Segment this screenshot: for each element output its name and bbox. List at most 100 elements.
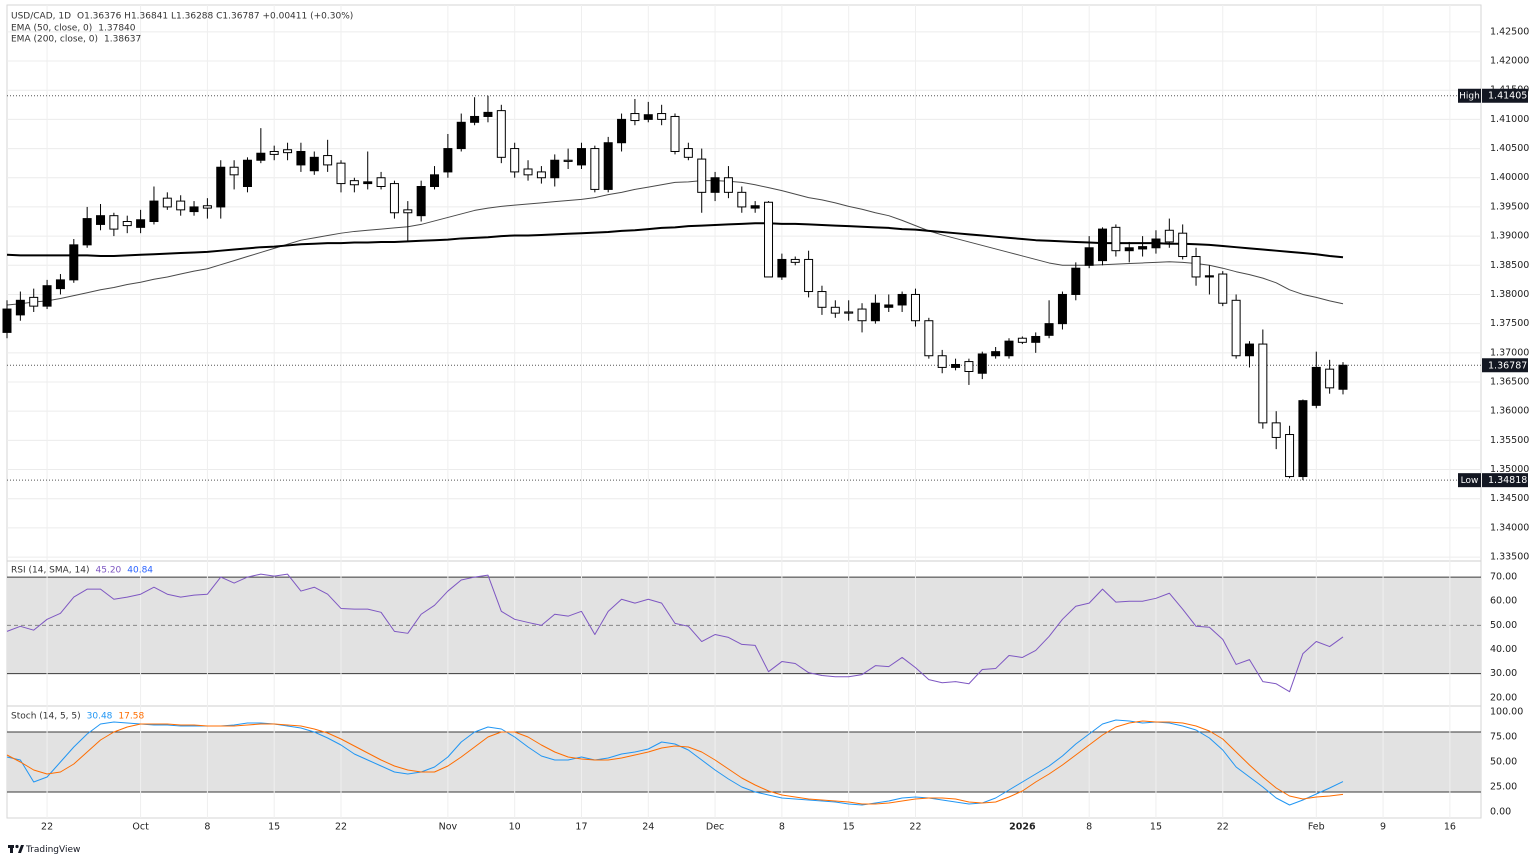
marker-label-box (1458, 88, 1481, 103)
x-tick-label: Dec (706, 822, 724, 833)
series-line (6, 720, 1344, 805)
grid-layer (7, 5, 1481, 818)
x-tick-label: 2026 (1009, 822, 1036, 833)
candle-body (82, 218, 92, 246)
y-tick-label: 25.00 (1490, 782, 1517, 793)
legend-text: Stoch (14, 5, 5) (11, 712, 81, 722)
candle-body (536, 171, 546, 179)
candle-body (176, 200, 186, 211)
candle-body (1044, 323, 1054, 336)
y-tick-label: 1.37000 (1490, 347, 1529, 358)
y-tick-label: 75.00 (1490, 732, 1517, 743)
price-badge-text: 1.36787 (1488, 360, 1527, 371)
y-tick-label: 1.38500 (1490, 260, 1529, 271)
x-tick-label: 15 (268, 822, 280, 833)
candle-body (269, 150, 279, 155)
candle-body (550, 159, 560, 179)
candle-body (683, 148, 693, 158)
candle-body (737, 191, 747, 208)
candle-body (630, 113, 640, 122)
candle-body (1298, 400, 1308, 478)
y-tick-label: 1.34500 (1490, 493, 1529, 504)
price-badge (1482, 358, 1528, 373)
overlay-layer: 1.33500 1.34000 1.34500 1.35000 1.35500 1.360… (11, 12, 1529, 833)
x-tick-label: 22 (335, 822, 347, 833)
y-tick-label: 100.00 (1490, 707, 1523, 718)
candle-body (443, 148, 453, 173)
candle-body (910, 293, 920, 322)
candle-body (750, 205, 760, 209)
legend-text: EMA (50, close, 0) (11, 24, 92, 34)
candle-body (844, 311, 854, 314)
price-badge-text: 1.34818 (1488, 475, 1527, 486)
y-tick-label: 60.00 (1490, 596, 1517, 607)
candle-body (817, 291, 827, 308)
y-tick-label: 1.37500 (1490, 318, 1529, 329)
price-badge (1482, 88, 1528, 103)
y-tick-label: 1.40000 (1490, 172, 1529, 183)
series-line (6, 573, 1344, 693)
candle-body (964, 361, 974, 372)
candle-body (617, 118, 627, 144)
y-tick-label: 1.34000 (1490, 522, 1529, 533)
candle-body (1111, 226, 1121, 252)
y-tick-label: 1.36500 (1490, 377, 1529, 388)
candle-body (256, 152, 266, 161)
legend-text: 17.58 (118, 712, 144, 722)
x-tick-label: 8 (779, 822, 785, 833)
candle-body (403, 209, 413, 214)
y-tick-label: 30.00 (1490, 668, 1517, 679)
series-line (6, 719, 1344, 806)
candle-body (710, 177, 720, 193)
y-tick-label: 1.35500 (1490, 435, 1529, 446)
y-tick-label: 1.42000 (1490, 56, 1529, 67)
candle-body (790, 258, 800, 263)
candle-body (937, 355, 947, 368)
candle-body (1164, 229, 1174, 243)
x-tick-label: 22 (909, 822, 921, 833)
legend-text: 1.37840 (98, 24, 135, 34)
candle-body (69, 244, 79, 281)
candle-body (496, 110, 506, 158)
candle-body (416, 185, 426, 217)
x-tick-label: 9 (1380, 822, 1386, 833)
candle-body (697, 158, 707, 193)
x-tick-label: Feb (1308, 822, 1325, 833)
y-tick-label: 0.00 (1490, 807, 1511, 818)
y-tick-label: 1.35000 (1490, 464, 1529, 475)
y-tick-label: 50.00 (1490, 757, 1517, 768)
legend-text: 45.20 (96, 566, 122, 576)
x-tick-label: 16 (1444, 822, 1456, 833)
candle-body (1004, 340, 1014, 357)
footer-brand: TradingView (25, 845, 80, 855)
candle-body (1098, 228, 1108, 262)
candle-body (242, 159, 252, 187)
candle-body (563, 159, 573, 162)
candle-body (1178, 232, 1188, 258)
candle-body (777, 258, 787, 278)
x-tick-label: 17 (575, 822, 587, 833)
candle-body (1244, 343, 1254, 357)
marker-label: Low (1461, 476, 1479, 486)
legend-text: 1.38637 (104, 35, 141, 45)
candle-body (1271, 422, 1281, 438)
candle-body (162, 197, 172, 208)
candle-body (336, 162, 346, 185)
candle-body (670, 115, 680, 152)
candle-body (109, 215, 119, 230)
candle-body (723, 177, 733, 193)
y-tick-label: 1.39000 (1490, 231, 1529, 242)
candle-body (1138, 246, 1148, 250)
legend-text: USD/CAD, 1D (11, 12, 71, 22)
x-tick-label: 15 (843, 822, 855, 833)
candle-body (96, 215, 106, 225)
x-tick-label: 22 (1217, 822, 1229, 833)
candle-body (1258, 343, 1268, 424)
y-tick-label: 1.38000 (1490, 289, 1529, 300)
y-tick-label: 1.36000 (1490, 406, 1529, 417)
candle-body (309, 156, 319, 172)
price-badge-text: 1.41405 (1488, 91, 1527, 102)
candle-body (576, 148, 586, 166)
series-line (6, 180, 1344, 306)
